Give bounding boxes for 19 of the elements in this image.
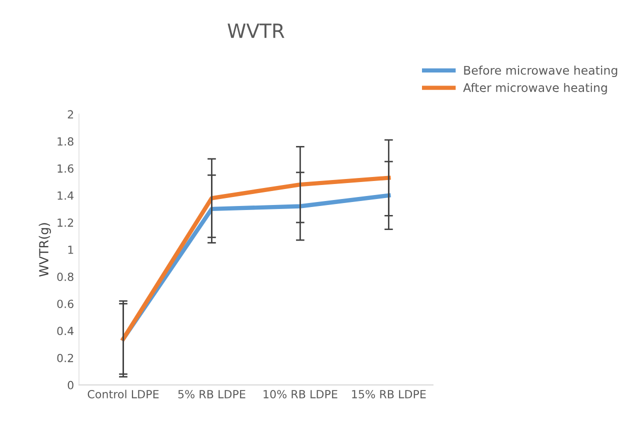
chart-title: WVTR [228,24,284,38]
x-tick-label: 10% RB LDPE [264,390,338,398]
y-axis-title: WVTR(g) [38,223,51,277]
x-tick-label: 15% RB LDPE [352,390,426,398]
y-tick-label: 1 [68,246,74,254]
legend-label: After microwave heating [463,82,607,94]
y-tick-label: 0 [68,380,74,390]
y-tick-label: 0.4 [57,326,74,336]
x-tick-label: 5% RB LDPE [178,390,246,398]
y-tick-label: 1.4 [58,192,74,200]
x-tick-label: Control LDPE [88,390,159,398]
y-tick-label: 0.2 [57,354,74,362]
y-tick-label: 1.2 [58,218,74,227]
y-tick-label: 1.6 [58,164,74,173]
legend-label: Before microwave heating [464,66,618,78]
y-tick-label: 1.8 [58,137,74,146]
y-tick-label: 0.8 [57,272,74,282]
y-tick-label: 2 [68,110,74,118]
y-tick-label: 0.6 [57,300,74,308]
